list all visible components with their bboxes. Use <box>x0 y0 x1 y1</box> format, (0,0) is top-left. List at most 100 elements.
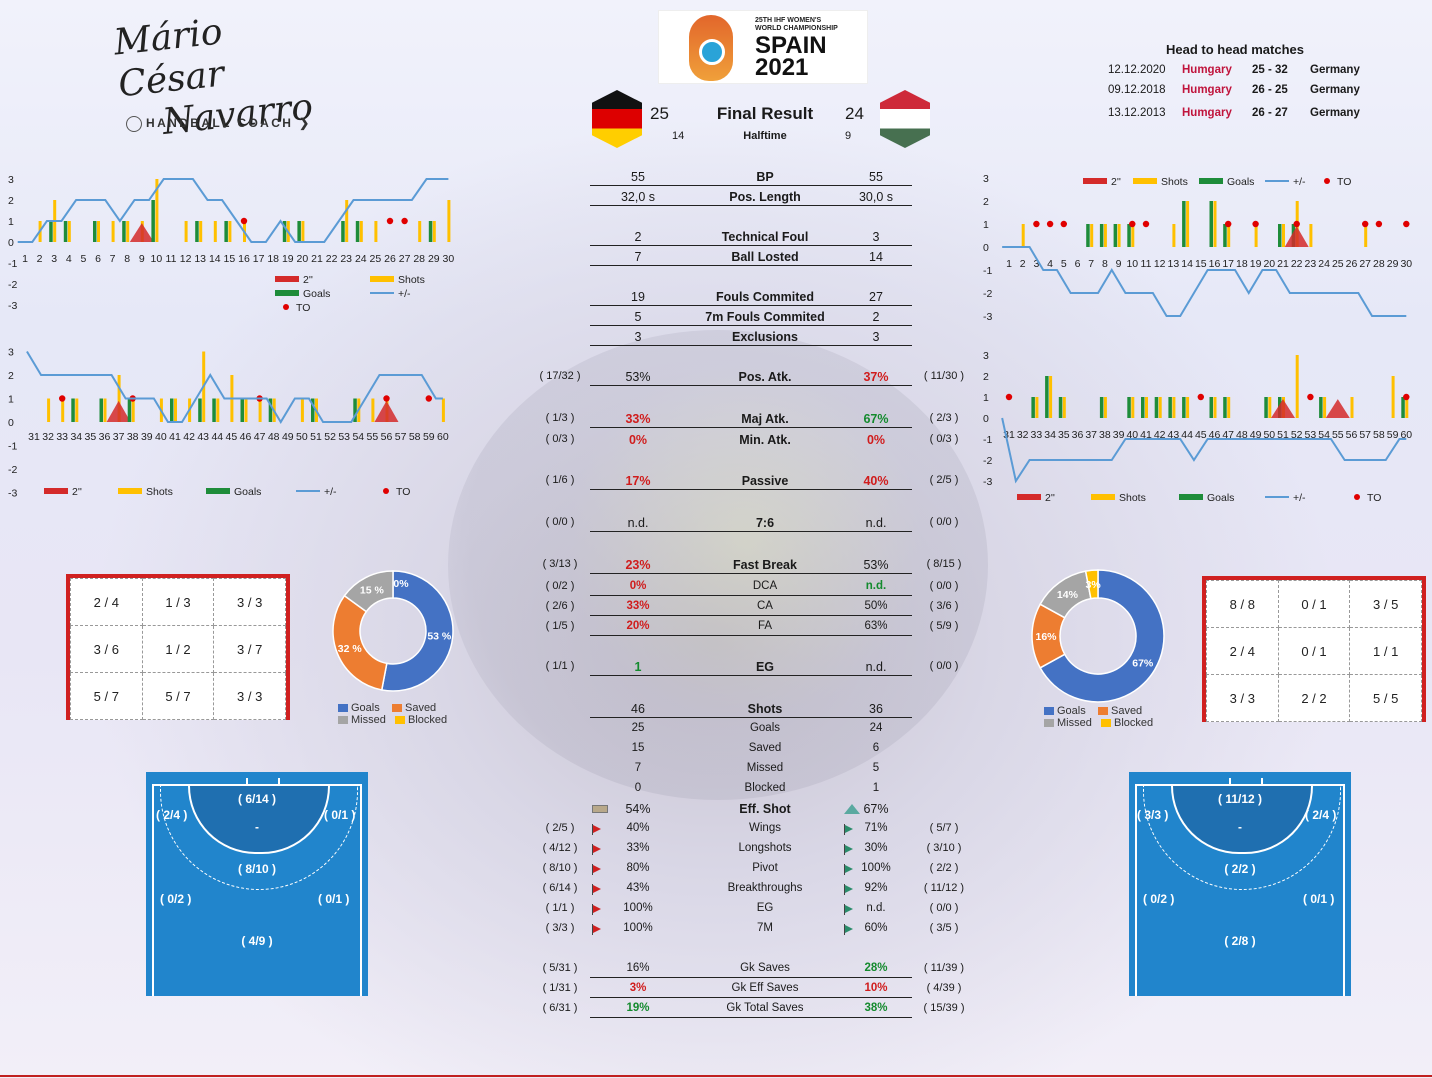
handball-background <box>448 330 988 800</box>
h2h-score: 26 - 25 <box>1252 84 1288 96</box>
stat-left-ratio: ( 1/1 ) <box>545 660 575 672</box>
stat-left-value: 3 <box>634 330 642 344</box>
court-away-left-back: ( 0/2 ) <box>1143 892 1175 906</box>
goals-bar <box>297 221 301 242</box>
goals-bar <box>1154 397 1159 418</box>
goals-bar <box>195 221 199 242</box>
stat-left-value: 0% <box>628 433 648 447</box>
event-title: SPAIN 2021 <box>755 32 865 80</box>
goals-bar <box>127 398 132 422</box>
bottom-border <box>0 1075 1432 1077</box>
y-tick-label: 1 <box>8 216 14 228</box>
stat-left-ratio: ( 2/5 ) <box>545 822 575 834</box>
court-home-right-back: ( 0/1 ) <box>318 892 350 906</box>
flag-icon <box>844 924 854 935</box>
donut-label: 3% <box>1086 579 1102 591</box>
x-tick-label: 30 <box>443 253 455 265</box>
goals-bar <box>198 398 202 422</box>
x-tick-label: 8 <box>124 253 130 265</box>
stat-left-value: n.d. <box>627 516 649 530</box>
shots-bar <box>103 398 107 422</box>
stat-left-ratio: ( 5/31 ) <box>542 962 578 974</box>
goals-bar <box>93 221 97 242</box>
stat-right-value: 27 <box>869 290 883 304</box>
stat-right-value: 14 <box>869 250 883 264</box>
court-away-right-back: ( 0/1 ) <box>1303 892 1335 906</box>
x-tick-label: 16 <box>238 253 250 265</box>
stat-left-ratio: ( 8/10 ) <box>542 862 578 874</box>
hungary-flag <box>880 90 930 148</box>
stat-label: 7m Fouls Commited <box>705 310 825 324</box>
court-away: ( 11/12 ) ( 3/3 ) ( 2/4 ) - ( 2/2 ) ( 0/… <box>1129 772 1351 996</box>
event-line3: SPAIN <box>755 32 827 59</box>
stat-left-ratio: ( 6/31 ) <box>542 1002 578 1014</box>
x-tick-label: 43 <box>197 431 209 443</box>
x-tick-label: 57 <box>395 431 407 443</box>
flag-icon <box>844 884 854 895</box>
stat-label: CA <box>757 600 773 612</box>
goal-zone-cell: 1 / 1 <box>1349 627 1422 675</box>
x-tick-label: 21 <box>1277 258 1289 270</box>
final-result-label: Final Result <box>716 104 814 123</box>
two-min-marker <box>106 400 131 422</box>
legend-to-swatch <box>1324 178 1330 184</box>
court-away-mid: - <box>1238 820 1242 834</box>
stat-label: Gk Total Saves <box>726 1002 804 1014</box>
goals-bar <box>1058 397 1063 418</box>
shots-bar <box>213 221 217 242</box>
stat-label: Shots <box>747 702 783 716</box>
goals-bar <box>71 398 75 422</box>
x-tick-label: 4 <box>66 253 72 265</box>
goals-bar <box>1141 397 1145 418</box>
stat-label: EG <box>755 660 775 674</box>
shot-donut-home: 53 % 32 % 15 % 0% <box>332 570 454 692</box>
x-tick-label: 17 <box>1222 258 1234 270</box>
goal-zone-cell: 1 / 3 <box>141 578 215 626</box>
court-away-center-back: ( 2/8 ) <box>1224 934 1256 948</box>
flag-icon <box>592 824 602 835</box>
shots-bar <box>97 221 100 242</box>
stat-right-value: 38% <box>864 1002 888 1014</box>
x-tick-label: 1 <box>1006 258 1012 270</box>
h2h-team1: Humgary <box>1182 64 1232 76</box>
goals-bar <box>240 398 244 422</box>
stat-right-ratio: ( 4/39 ) <box>926 982 962 994</box>
stat-right-ratio: ( 3/5 ) <box>929 922 959 934</box>
stat-right-ratio: ( 15/39 ) <box>923 1002 965 1014</box>
y-tick-label: 3 <box>8 347 14 359</box>
stat-left-value: 40% <box>626 822 650 834</box>
legend-label: 2'' <box>1045 492 1055 504</box>
stat-right-value: 50% <box>864 600 888 612</box>
stat-right-value: 40% <box>863 474 889 488</box>
shots-bar <box>345 200 349 242</box>
home-score: 25 <box>650 104 669 123</box>
stat-divider <box>590 305 912 306</box>
x-tick-label: 44 <box>1181 429 1193 441</box>
stat-right-value: 67% <box>863 412 889 426</box>
goals-bar <box>49 221 53 242</box>
stat-left-value: 3% <box>629 982 647 994</box>
legend-label: Shots <box>398 274 425 286</box>
goal-zone-cell: 0 / 1 <box>1277 580 1351 628</box>
x-tick-label: 12 <box>180 253 192 265</box>
shots-bar <box>1268 397 1272 418</box>
court-away-right-wing: ( 2/4 ) <box>1305 808 1337 822</box>
y-tick-label: -3 <box>983 476 992 488</box>
x-tick-label: 2 <box>37 253 43 265</box>
h2h-date: 12.12.2020 <box>1108 64 1166 76</box>
donut-label: 16% <box>1035 631 1057 643</box>
flag-icon <box>844 904 854 915</box>
x-tick-label: 52 <box>1291 429 1303 441</box>
legend-to-swatch <box>1354 494 1360 500</box>
court-home-center-back: ( 4/9 ) <box>241 934 273 948</box>
stat-divider <box>590 245 912 246</box>
goals-bar <box>151 200 155 242</box>
x-tick-label: 46 <box>1209 429 1221 441</box>
flag-icon <box>592 884 602 895</box>
goals-bar <box>355 221 360 242</box>
x-tick-label: 49 <box>282 431 294 443</box>
legend-label: Shots <box>1119 492 1146 504</box>
court-away-left-wing: ( 3/3 ) <box>1137 808 1169 822</box>
goals-bar <box>1401 397 1405 418</box>
